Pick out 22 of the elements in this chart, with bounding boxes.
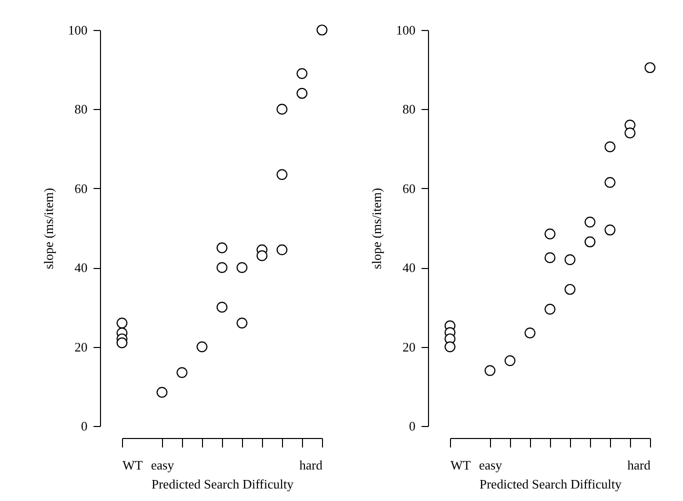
y-tick-label: 0	[409, 418, 416, 434]
y-tick-label: 100	[68, 22, 88, 38]
y-axis-title: slope (ms/item)	[41, 188, 56, 270]
y-tick-label: 80	[402, 102, 416, 117]
y-tick-label: 40	[74, 260, 88, 276]
x-tick-label: hard	[627, 458, 651, 472]
x-tick-label: hard	[299, 458, 323, 472]
y-tick-label: 60	[402, 180, 416, 196]
x-tick-label: easy	[150, 458, 175, 472]
y-tick-label: 40	[402, 260, 416, 276]
x-axis-title: Predicted Search Difficulty	[152, 476, 294, 492]
y-tick-label: 20	[74, 339, 88, 354]
y-tick-label: 80	[74, 102, 88, 117]
x-axis-title: Predicted Search Difficulty	[480, 476, 622, 492]
x-tick-label: WT	[450, 458, 471, 472]
y-tick-label: 0	[81, 418, 88, 434]
x-tick-label: easy	[478, 458, 503, 472]
y-tick-label: 60	[74, 180, 88, 196]
x-tick-label: WT	[122, 458, 143, 472]
y-tick-label: 20	[402, 339, 416, 354]
y-tick-label: 100	[396, 22, 416, 38]
y-axis-title: slope (ms/item)	[369, 188, 384, 270]
